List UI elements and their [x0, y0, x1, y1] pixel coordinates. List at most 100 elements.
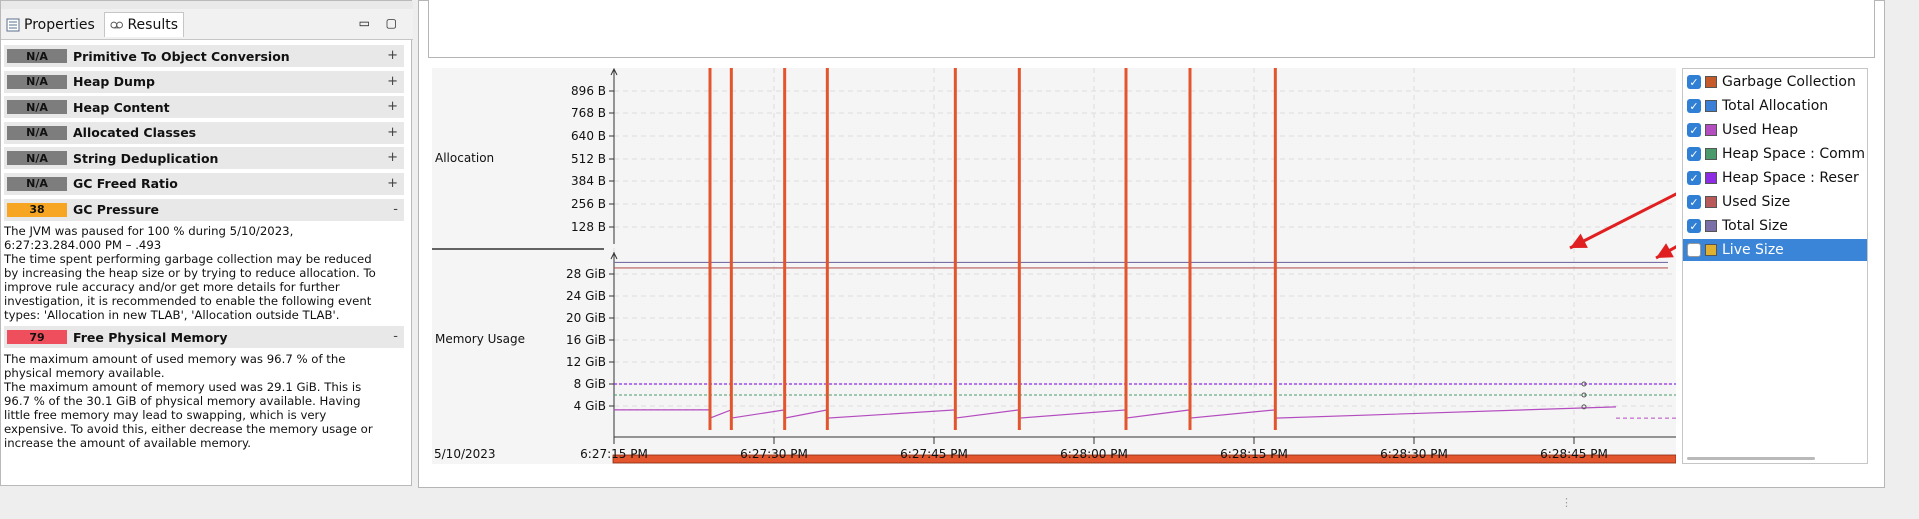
y-tick-label: 384 B: [571, 174, 606, 188]
chart-grid: [613, 68, 1676, 445]
expand-toggle[interactable]: +: [387, 124, 398, 140]
collapse-toggle[interactable]: -: [393, 201, 398, 217]
score-badge: N/A: [7, 74, 67, 89]
x-tick-label: 6:28:00 PM: [1060, 447, 1128, 461]
date-label: 5/10/2023: [434, 447, 496, 461]
collapse-toggle[interactable]: -: [393, 329, 398, 345]
tab-properties[interactable]: Properties: [1, 12, 101, 37]
legend-item[interactable]: Live Size: [1683, 239, 1867, 261]
legend-label: Garbage Collection: [1722, 74, 1856, 90]
series-point: [1581, 404, 1587, 410]
gc-event-bar: [783, 68, 787, 430]
annotation-arrow: [1569, 192, 1676, 250]
y-tick-label: 28 GiB: [566, 267, 606, 281]
annotation-arrowhead: [1570, 233, 1588, 248]
rule-title: Free Physical Memory: [73, 329, 228, 345]
expand-toggle[interactable]: +: [387, 99, 398, 115]
expand-toggle[interactable]: +: [387, 150, 398, 166]
rule-row[interactable]: N/A Allocated Classes +: [4, 121, 404, 144]
memory-chart[interactable]: 6:27:15 PM 6:27:30 PM 6:27:45 PM 6:28:00 PM…: [432, 68, 1676, 464]
annotation-arrows: [1569, 192, 1676, 260]
rule-description: The maximum amount of used memory was 96…: [4, 351, 373, 450]
status-grip-icon[interactable]: ⋮: [1561, 496, 1572, 509]
gc-events: [612, 68, 1676, 464]
score-badge: N/A: [7, 151, 67, 166]
expand-toggle[interactable]: +: [387, 73, 398, 89]
legend-item[interactable]: ✓ Heap Space : Comm: [1683, 143, 1867, 165]
y-tick-label: 640 B: [571, 129, 606, 143]
series-swatch-icon: [1705, 220, 1717, 232]
y-tick-label: 16 GiB: [566, 333, 606, 347]
legend-item[interactable]: ✓ Total Size: [1683, 215, 1867, 237]
rule-row[interactable]: N/A Heap Dump +: [4, 70, 404, 93]
x-tick-label: 6:27:15 PM: [580, 447, 648, 461]
x-tick-label: 6:28:45 PM: [1540, 447, 1608, 461]
y-tick-label: 24 GiB: [566, 289, 606, 303]
score-badge: 79: [7, 330, 67, 345]
checkbox-checked-icon[interactable]: ✓: [1687, 147, 1701, 161]
checkbox-checked-icon[interactable]: ✓: [1687, 75, 1701, 89]
checkbox-unchecked-icon[interactable]: [1687, 243, 1701, 257]
legend-item[interactable]: ✓ Used Heap: [1683, 119, 1867, 141]
legend-item[interactable]: ✓ Garbage Collection: [1683, 71, 1867, 93]
checkbox-checked-icon[interactable]: ✓: [1687, 123, 1701, 137]
gc-event-bar: [1124, 68, 1128, 430]
x-tick-label: 6:28:30 PM: [1380, 447, 1448, 461]
memory-axis-arrow: [610, 251, 618, 260]
y-tick-label: 12 GiB: [566, 355, 606, 369]
used-heap-line: [614, 406, 1617, 419]
y-tick-label: 8 GiB: [574, 377, 606, 391]
series-swatch-icon: [1705, 244, 1717, 256]
rule-row[interactable]: N/A Heap Content +: [4, 96, 404, 119]
checkbox-checked-icon[interactable]: ✓: [1687, 171, 1701, 185]
series-swatch-icon: [1705, 76, 1717, 88]
legend-item[interactable]: ✓ Heap Space : Reser: [1683, 167, 1867, 189]
gc-event-bar: [708, 68, 712, 430]
gc-event-bar: [1188, 68, 1192, 430]
rule-description: The JVM was paused for 100 % during 5/10…: [4, 224, 376, 323]
legend-label: Total Size: [1722, 218, 1788, 234]
chart-labels: 6:27:15 PM 6:27:30 PM 6:27:45 PM 6:28:00 PM…: [434, 84, 1608, 461]
chart-area[interactable]: [432, 68, 1676, 464]
legend-item[interactable]: ✓ Used Size: [1683, 191, 1867, 213]
annotation-arrowhead: [1656, 243, 1674, 258]
y-tick-label: 4 GiB: [574, 399, 606, 413]
legend-label: Used Heap: [1722, 122, 1799, 138]
allocation-panel-label: Allocation: [435, 151, 494, 165]
results-panel: Properties Results ▭ ▢ N/A Primitive To …: [0, 0, 413, 486]
tab-results[interactable]: Results: [104, 12, 184, 37]
legend-item[interactable]: ✓ Total Allocation: [1683, 95, 1867, 117]
checkbox-checked-icon[interactable]: ✓: [1687, 195, 1701, 209]
rule-row[interactable]: N/A Primitive To Object Conversion +: [4, 45, 404, 67]
tab-properties-label: Properties: [24, 16, 95, 33]
minimize-button[interactable]: ▭: [358, 16, 370, 30]
score-badge: N/A: [7, 49, 67, 63]
expand-toggle[interactable]: +: [387, 48, 398, 63]
maximize-button[interactable]: ▢: [385, 16, 397, 30]
y-tick-label: 128 B: [571, 220, 606, 234]
score-badge: N/A: [7, 100, 67, 115]
legend-scrollbar[interactable]: [1687, 457, 1815, 460]
checkbox-checked-icon[interactable]: ✓: [1687, 99, 1701, 113]
rule-row[interactable]: 79 Free Physical Memory -: [4, 326, 404, 349]
rule-title: Allocated Classes: [73, 125, 197, 141]
series-swatch-icon: [1705, 148, 1717, 160]
tab-bar: Properties Results ▭ ▢: [1, 9, 413, 40]
y-tick-label: 896 B: [571, 84, 606, 98]
y-tick-label: 768 B: [571, 106, 606, 120]
chart-header-box: [428, 0, 1875, 58]
rule-row[interactable]: N/A GC Freed Ratio +: [4, 172, 404, 195]
expand-toggle[interactable]: +: [387, 175, 398, 191]
properties-icon: [6, 18, 20, 31]
gc-event-bar: [825, 68, 829, 430]
rule-title: String Deduplication: [73, 150, 219, 166]
checkbox-checked-icon[interactable]: ✓: [1687, 219, 1701, 233]
rule-list: N/A Primitive To Object Conversion + N/A…: [4, 45, 404, 454]
rule-row[interactable]: N/A String Deduplication +: [4, 147, 404, 170]
rule-row[interactable]: 38 GC Pressure -: [4, 198, 404, 221]
rule-title: Heap Content: [73, 99, 170, 115]
results-icon: [110, 21, 123, 29]
legend-label: Live Size: [1722, 242, 1784, 258]
y-tick-label: 256 B: [571, 197, 606, 211]
allocation-axis-arrow: [610, 68, 618, 76]
